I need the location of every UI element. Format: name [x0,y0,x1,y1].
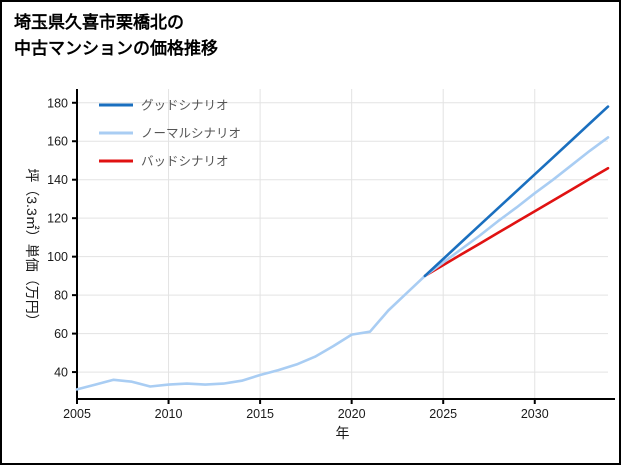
x-tick-label: 2020 [338,407,366,421]
series-line-good [423,105,610,278]
x-tick-label: 2005 [63,407,91,421]
y-axis-label: 坪（3.3㎡）単価（万円） [24,168,40,327]
legend-label-bad: バッドシナリオ [141,155,229,169]
x-tick-label: 2025 [429,407,457,421]
x-axis-label: 年 [336,425,350,441]
chart-title-line1: 埼玉県久喜市栗橋北の [14,13,184,32]
y-tick-label: 140 [47,173,68,187]
y-tick-label: 120 [47,212,68,226]
y-tick-label: 180 [47,96,68,110]
y-tick-label: 60 [54,327,68,341]
x-tick-label: 2010 [155,407,183,421]
chart-title: 埼玉県久喜市栗橋北の 中古マンションの価格推移 [14,10,218,61]
x-tick-label: 2015 [246,407,274,421]
y-tick-label: 80 [54,289,68,303]
y-tick-label: 40 [54,366,68,380]
x-tick-label: 2030 [521,407,549,421]
series-line-bad [423,166,610,278]
legend-label-normal: ノーマルシナリオ [141,127,241,141]
y-tick-label: 100 [47,250,68,264]
chart-title-line2: 中古マンションの価格推移 [14,38,218,58]
y-tick-label: 160 [47,135,68,149]
legend-label-good: グッドシナリオ [141,99,229,113]
series-line-normal [75,136,610,391]
